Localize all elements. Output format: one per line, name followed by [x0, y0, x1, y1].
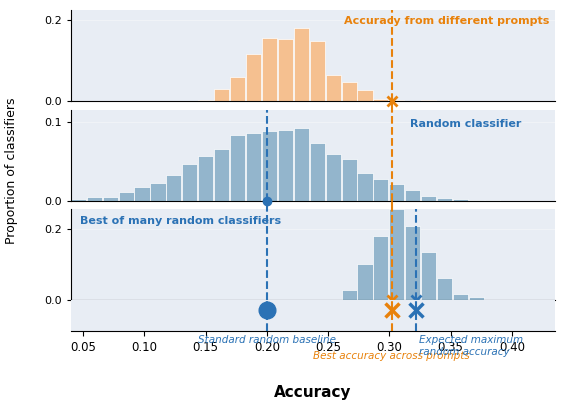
Bar	[310, 143, 325, 201]
Bar	[341, 158, 357, 201]
Bar	[87, 198, 102, 201]
Bar	[374, 236, 388, 300]
Bar	[374, 99, 388, 101]
Bar	[389, 184, 405, 201]
Text: Expected maximum
random accuracy: Expected maximum random accuracy	[419, 335, 523, 357]
Bar	[421, 252, 436, 300]
Bar	[278, 38, 293, 101]
Bar	[166, 175, 182, 201]
Bar	[421, 196, 436, 201]
Bar	[294, 28, 309, 101]
Bar	[485, 200, 500, 201]
Bar	[230, 135, 245, 201]
Bar	[389, 209, 405, 300]
Text: Standard random baseline: Standard random baseline	[198, 335, 336, 345]
Bar	[118, 192, 134, 201]
Bar	[437, 278, 452, 300]
Bar	[310, 41, 325, 101]
Bar	[198, 156, 213, 201]
Bar	[246, 133, 261, 201]
Bar	[135, 187, 149, 201]
Bar	[341, 82, 357, 101]
Text: Accuracy: Accuracy	[274, 385, 351, 400]
Bar	[453, 294, 468, 300]
Bar	[294, 128, 309, 201]
Bar	[389, 100, 405, 101]
Text: Random classifier: Random classifier	[409, 119, 521, 129]
Text: Accuracy from different prompts: Accuracy from different prompts	[345, 17, 550, 27]
Bar	[358, 264, 372, 300]
Bar	[358, 173, 372, 201]
Bar	[437, 198, 452, 201]
Bar	[374, 179, 388, 201]
Bar	[262, 38, 277, 101]
Bar	[102, 198, 118, 201]
Bar	[469, 200, 484, 201]
Text: Best accuracy across prompts: Best accuracy across prompts	[314, 351, 470, 362]
Bar	[214, 149, 229, 201]
Bar	[453, 199, 468, 201]
Bar	[182, 164, 198, 201]
Bar	[469, 297, 484, 300]
Bar	[405, 226, 421, 300]
Bar	[325, 75, 341, 101]
Bar	[214, 89, 229, 101]
Bar	[246, 54, 261, 101]
Bar	[71, 199, 86, 201]
Bar	[325, 154, 341, 201]
Bar	[358, 90, 372, 101]
Bar	[151, 183, 165, 201]
Bar	[405, 190, 421, 201]
Text: Best of many random classifiers: Best of many random classifiers	[80, 216, 281, 226]
Bar	[278, 130, 293, 201]
Bar	[230, 77, 245, 101]
Bar	[341, 290, 357, 300]
Bar	[262, 131, 277, 201]
Text: Proportion of classifiers: Proportion of classifiers	[5, 97, 18, 244]
